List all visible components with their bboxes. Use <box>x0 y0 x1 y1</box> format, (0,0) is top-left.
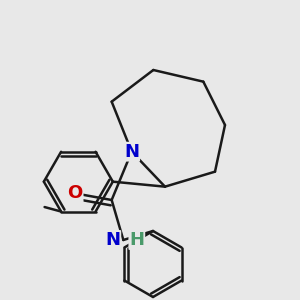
Text: O: O <box>68 184 82 202</box>
Text: H: H <box>129 231 144 249</box>
Text: N: N <box>105 231 120 249</box>
Text: N: N <box>124 143 139 161</box>
